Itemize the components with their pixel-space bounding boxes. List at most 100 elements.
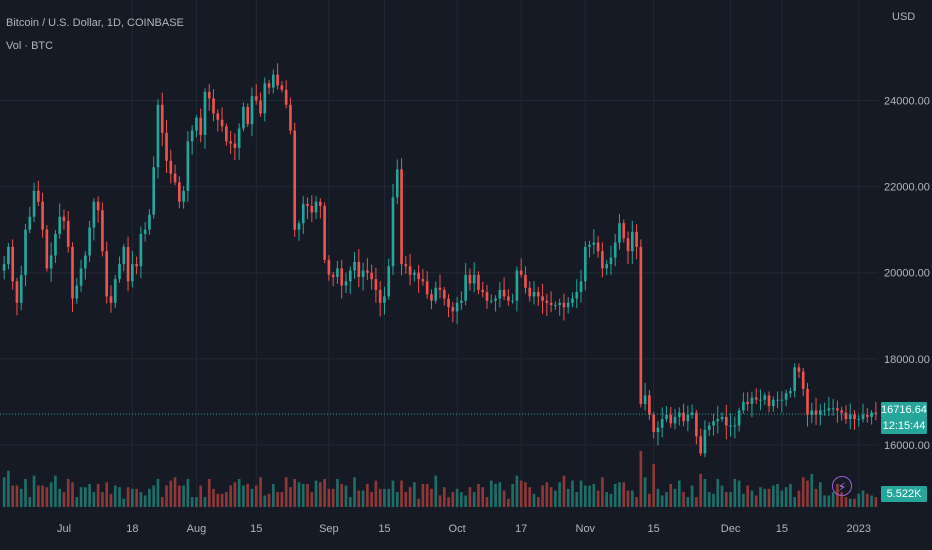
volume-bar [442,487,446,507]
candle-body [763,395,767,400]
volume-bar [541,485,544,507]
candle-body [831,408,835,410]
candle-body [237,128,241,148]
volume-bar [648,493,651,507]
candle-body [673,416,677,424]
candle-body [118,264,121,280]
candle-body [613,242,617,258]
volume-bar [793,497,796,507]
volume-bar [36,485,40,507]
time-tick-label: Nov [576,523,596,535]
volume-bar [588,485,591,507]
candle-body [413,272,416,275]
time-tick-label: Sep [319,523,339,535]
volume-bar [2,477,6,507]
volume-bar [601,477,604,507]
candle-body [793,367,796,392]
volume-bar [314,480,318,507]
volume-bar [549,487,553,507]
candle-body [276,74,279,86]
candle-body [481,289,485,293]
candle-body [105,251,109,297]
volume-bar [468,487,472,507]
candle-body [122,246,126,265]
volume-bar [105,482,109,507]
volume-bar [195,497,198,507]
volume-bar [682,492,685,507]
volume-bar [361,490,365,507]
candle-body [395,169,399,198]
volume-bar [319,482,322,507]
lightning-icon[interactable]: ⚡ [832,476,852,496]
candle-body [660,419,664,428]
volume-bar [378,488,382,507]
candle-body [391,197,395,267]
volume-bar [583,485,587,507]
candle-body [357,261,361,278]
volume-bar [750,490,754,507]
candle-body [464,274,467,301]
candle-body [421,279,425,282]
volume-bar [353,477,356,507]
volume-bar [297,482,301,507]
price-tick-label: 22000.00 [884,182,930,194]
candle-body [178,182,181,202]
volume-bar [237,478,241,507]
volume-bar [712,493,715,507]
candle-body [776,399,779,401]
volume-bar [857,493,861,507]
volume-bar [348,497,352,507]
candle-body [186,141,190,191]
volume-bar [626,490,630,507]
candle-body [353,261,356,271]
time-tick-label: 15 [776,523,788,535]
candle-body [720,416,724,420]
volume-bar [45,487,49,507]
candle-body [284,89,288,105]
candle-body [669,414,673,424]
time-tick-label: 18 [126,523,138,535]
volume-bar [677,480,681,507]
candle-body [771,399,775,407]
candle-body [54,233,57,256]
candle-body [327,259,331,275]
candle-body [212,98,215,114]
volume-bar [173,477,177,507]
time-tick-label: 15 [378,523,390,535]
volume-bar [554,490,557,507]
volume-bar [263,495,267,507]
volume-bar [306,483,309,507]
time-tick-label: 15 [250,523,262,535]
volume-bar [485,497,489,507]
volume-bar [408,487,412,507]
candle-body [45,229,49,269]
candle-body [58,216,62,234]
volume-bar [707,492,711,507]
volume-bar [669,483,673,507]
volume-bar [404,492,408,507]
candle-body [169,160,173,174]
volume-bar [438,495,442,507]
volume-bar [15,485,19,507]
volume-bar [62,492,66,507]
time-tick-label: 15 [648,523,660,535]
volume-bar [836,483,839,507]
volume-tag: 5.522K [881,486,927,502]
candle-body [408,266,412,275]
volume-bar [101,492,104,507]
candle-body [272,74,275,88]
volume-bar [113,485,117,507]
volume-legend: Vol · BTC [6,40,54,52]
volume-bar [571,480,574,507]
volume-bar [754,495,758,507]
volume-bar [733,478,737,507]
candle-body [652,414,655,432]
volume-bar [742,493,745,507]
candle-body [447,298,450,308]
volume-bar [519,480,523,507]
candle-body [818,410,822,415]
candle-body [536,292,540,297]
candle-body [746,401,749,405]
volume-bar [464,495,467,507]
